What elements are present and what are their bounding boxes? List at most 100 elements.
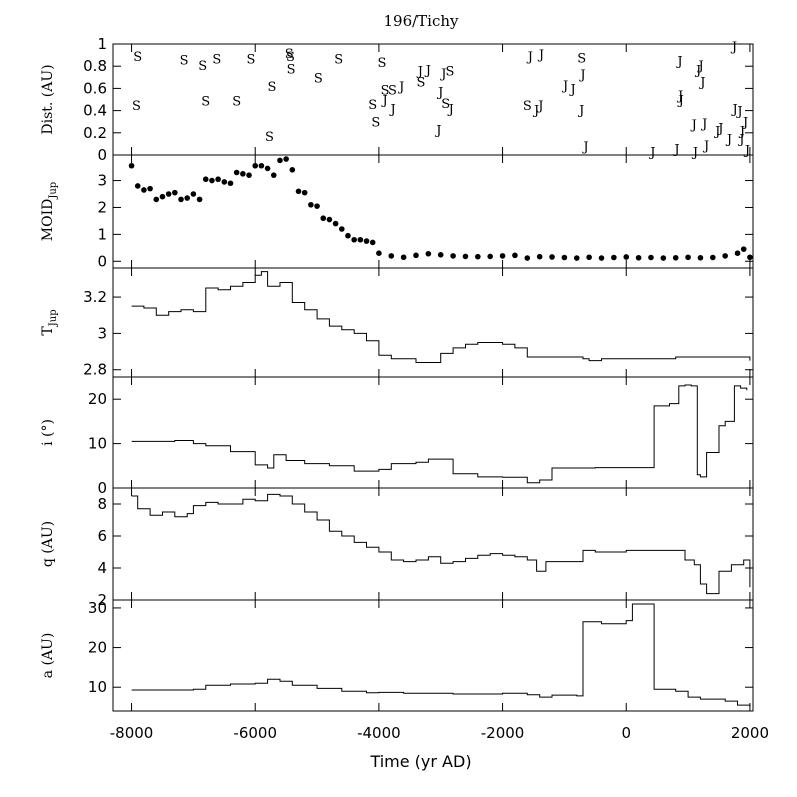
point-moid [357, 236, 364, 243]
point-moid [258, 162, 265, 169]
point-moid [740, 246, 747, 252]
y-tick-label-a: 30 [88, 599, 107, 617]
point-moid [549, 254, 555, 260]
marker-s: S [265, 130, 274, 145]
marker-j: J [389, 102, 396, 117]
point-moid [710, 254, 716, 261]
y-axis-label-main-dist: Dist. (AU) [40, 64, 56, 134]
y-tick-label-a: 10 [88, 678, 107, 696]
marker-s: S [388, 84, 397, 99]
marker-j: J [526, 50, 533, 65]
panel-frame-a [112, 599, 754, 712]
point-moid [747, 254, 753, 261]
marker-j: J [397, 80, 404, 95]
point-moid [227, 180, 234, 187]
point-moid [648, 254, 654, 261]
point-moid [196, 196, 203, 203]
y-tick-label-tjup: 3.2 [83, 288, 107, 306]
marker-s: S [133, 50, 142, 65]
y-tick-label-moid: 1 [97, 225, 107, 243]
point-moid [165, 191, 172, 197]
x-axis: -8000 -6000 -4000 -2000 0 2000 [110, 724, 769, 742]
series-line-tjup [131, 271, 751, 363]
point-moid [277, 157, 283, 164]
marker-j: J [380, 94, 387, 109]
marker-j: J [416, 65, 423, 80]
marker-s: S [212, 52, 221, 67]
marker-j: J [577, 103, 584, 118]
marker-j: J [741, 116, 748, 131]
x-tick-label: 0 [621, 724, 631, 742]
point-moid [141, 187, 147, 193]
point-moid [134, 183, 141, 189]
point-moid [264, 165, 271, 172]
marker-j: J [696, 59, 703, 74]
y-tick-label-dist: 0.2 [83, 124, 107, 142]
point-moid [400, 254, 407, 261]
point-moid [314, 203, 320, 209]
point-moid [345, 232, 351, 239]
x-tick-label: -6000 [233, 724, 277, 742]
panel-frame-moid [112, 154, 754, 269]
y-axis-label-main-tjup: T [40, 326, 56, 336]
x-tick-label: -2000 [481, 724, 525, 742]
y-tick-label-dist: 0.4 [83, 102, 107, 120]
point-moid [240, 171, 246, 177]
point-moid [184, 195, 191, 201]
marker-j: J [439, 67, 446, 82]
marker-s: S [232, 95, 241, 110]
marker-j: J [447, 102, 454, 117]
y-tick-label-q: 8 [97, 495, 107, 513]
marker-j: J [690, 118, 697, 133]
point-moid [475, 253, 481, 260]
marker-j: J [691, 146, 698, 161]
x-tick-label: 2000 [731, 724, 769, 742]
point-moid [289, 166, 296, 173]
panel-q: 2 4 6 8 q (AU) [40, 487, 754, 609]
point-moid [320, 215, 327, 222]
marker-j: J [694, 64, 701, 79]
marker-s: S [441, 97, 450, 112]
point-moid [159, 193, 166, 200]
y-tick-label-tjup: 3 [97, 324, 107, 342]
marker-j: J [578, 68, 585, 83]
y-axis-label-incl: i (°) [40, 419, 56, 446]
marker-s: S [378, 56, 387, 71]
point-moid [660, 255, 667, 261]
point-moid [363, 238, 370, 244]
point-moid [326, 216, 333, 223]
y-tick-label-q: 2 [97, 591, 107, 609]
y-tick-label-moid: 3 [97, 172, 107, 190]
marker-j: J [716, 121, 723, 136]
marker-j: J [730, 40, 737, 55]
point-moid [524, 255, 531, 261]
point-moid [128, 162, 135, 169]
marker-j: J [537, 48, 544, 63]
point-moid [598, 255, 605, 261]
y-tick-label-dist: 0.6 [83, 79, 107, 97]
series-line-a [131, 603, 751, 707]
marker-j: J [672, 142, 679, 157]
point-moid [623, 254, 630, 260]
marker-j: J [738, 125, 745, 140]
point-moid [487, 253, 493, 260]
point-moid [376, 250, 382, 257]
point-moid [301, 189, 308, 196]
marker-j: J [725, 132, 732, 147]
y-axis-label-main-a: a (AU) [40, 633, 56, 679]
panel-frame-incl [112, 376, 754, 489]
point-moid [369, 239, 376, 246]
marker-j: J [737, 132, 744, 147]
x-tick-label: -4000 [357, 724, 401, 742]
y-tick-label-tjup: 2.8 [83, 361, 107, 379]
point-moid [697, 254, 704, 261]
point-moid [283, 156, 289, 162]
point-moid [308, 201, 314, 208]
point-moid [153, 196, 160, 203]
point-moid [338, 226, 345, 232]
point-moid [209, 177, 215, 184]
point-moid [202, 176, 209, 183]
marker-s: S [201, 95, 210, 110]
panel-incl: 0 10 20 i (°) [40, 376, 754, 497]
